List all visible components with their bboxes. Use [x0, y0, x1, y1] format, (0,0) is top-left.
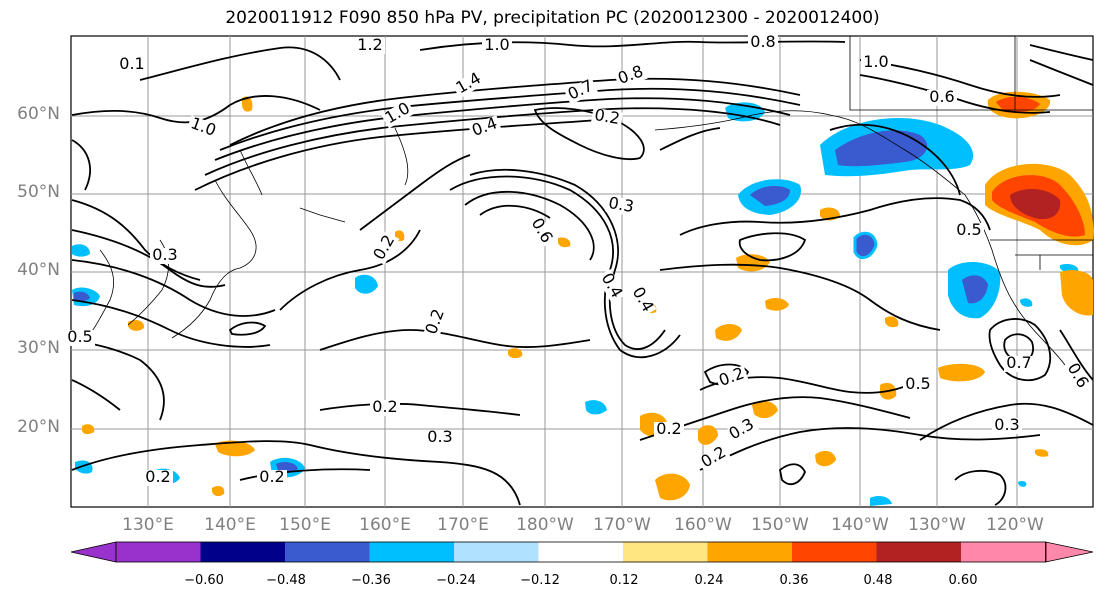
precip-negative-shading — [72, 102, 1079, 506]
contour-label: 0.3 — [152, 245, 177, 264]
contour-label: 0.2 — [656, 419, 681, 438]
colorbar-tick-label: −0.48 — [266, 573, 306, 588]
colorbar-segment — [285, 542, 371, 562]
contour-label-bg — [65, 330, 95, 346]
lon-label: 150°E — [279, 515, 331, 535]
colorbar-segment — [792, 542, 878, 562]
contour-label: 0.2 — [372, 397, 397, 416]
contour-label-bg — [604, 195, 638, 217]
contour-label-bg — [425, 430, 455, 446]
contour-label-bg — [186, 115, 220, 141]
contour-label-bg — [590, 107, 624, 129]
colorbar-tick-label: 0.12 — [609, 573, 639, 588]
contour-label-bg — [423, 305, 449, 339]
colorbar-segment — [623, 542, 709, 562]
contour-label: 1.2 — [357, 35, 382, 54]
contour-label-bg — [861, 55, 891, 71]
contour-label-bg — [927, 90, 957, 106]
lon-label: 170°W — [593, 515, 651, 535]
contour-label: 0.5 — [956, 220, 981, 239]
contour-label-bg — [143, 470, 173, 486]
colorbar-tick-label: 0.48 — [863, 573, 893, 588]
lon-label: 130°W — [908, 515, 966, 535]
lon-label: 160°W — [674, 515, 732, 535]
contour-label-bg — [954, 223, 984, 239]
contour-label-bg — [452, 69, 486, 99]
lon-label: 170°E — [437, 515, 489, 535]
contour-label: 0.8 — [750, 32, 775, 51]
lat-label: 50°N — [17, 182, 60, 202]
map-panel — [70, 35, 1094, 508]
colorbar-segment — [454, 542, 540, 562]
contour-label-bg — [614, 63, 648, 89]
contour-label: 0.5 — [67, 327, 92, 346]
contour-label-bg — [697, 443, 731, 473]
colorbar-segment — [538, 542, 624, 562]
lon-label: 140°E — [204, 515, 256, 535]
contour-label-bg — [992, 418, 1022, 434]
contour-label-bg — [370, 231, 400, 265]
contour-label: 0.3 — [994, 415, 1019, 434]
contour-label-bg — [596, 269, 626, 303]
contour-label: 0.7 — [1006, 353, 1031, 372]
lat-label: 20°N — [17, 417, 60, 437]
lat-label: 40°N — [17, 260, 60, 280]
lon-label: 140°W — [831, 515, 889, 535]
lon-label: 180°W — [516, 515, 574, 535]
contour-label-bg — [150, 248, 180, 264]
colorbar-tick-label: −0.24 — [436, 573, 476, 588]
colorbar-segment — [707, 542, 793, 562]
contour-label-bg — [748, 35, 778, 51]
contour-label-bg — [715, 365, 749, 391]
contour-label: 0.1 — [119, 54, 144, 73]
contour-label-bg — [381, 99, 415, 129]
colorbar-tick-label: −0.12 — [520, 573, 560, 588]
contour-label: 0.2 — [259, 467, 284, 486]
contour-label: 0.2 — [145, 467, 170, 486]
contour-label-bg — [654, 422, 684, 438]
colorbar-segment — [200, 542, 286, 562]
colorbar-segment — [116, 542, 202, 562]
contour-label: 0.3 — [427, 427, 452, 446]
contour-label-bg — [564, 77, 598, 105]
colorbar-tick-label: 0.24 — [694, 573, 724, 588]
contour-label: 0.6 — [929, 87, 954, 106]
precip-positive-shading — [82, 91, 1094, 501]
colorbar-segment — [876, 542, 962, 562]
map-title: 2020011912 F090 850 hPa PV, precipitatio… — [225, 8, 880, 28]
contour-label-bg — [117, 57, 147, 73]
contour-label-bg — [526, 214, 556, 248]
contour-label-bg — [370, 400, 400, 416]
contour-label-bg — [468, 115, 502, 141]
lon-label: 150°W — [751, 515, 809, 535]
colorbar-extend-min — [70, 541, 117, 563]
colorbar-tick-label: −0.60 — [184, 573, 224, 588]
contour-label-bg — [1062, 359, 1092, 393]
colorbar-tick-label: 0.36 — [779, 573, 809, 588]
contour-label: 0.3 — [607, 193, 635, 216]
colorbar-tick-label: 0.60 — [948, 573, 978, 588]
contour-label-bg — [482, 38, 512, 54]
lat-label: 60°N — [17, 104, 60, 124]
contour-label-bg — [1004, 356, 1034, 372]
colorbar-tick-label: −0.36 — [351, 573, 391, 588]
colorbar-segment — [961, 542, 1047, 562]
lon-label: 130°E — [122, 515, 174, 535]
lon-label: 120°W — [986, 515, 1044, 535]
contour-label-bg — [725, 415, 759, 445]
colorbar — [70, 541, 1094, 563]
contour-label: 0.2 — [593, 105, 621, 128]
contour-label-bg — [355, 38, 385, 54]
contour-label: 1.0 — [863, 52, 888, 71]
contour-label: 0.5 — [905, 374, 930, 393]
contour-label: 1.0 — [484, 35, 509, 54]
contour-label-bg — [627, 283, 657, 317]
lat-label: 30°N — [17, 338, 60, 358]
contour-label-bg — [903, 377, 933, 393]
contour-label-bg — [257, 470, 287, 486]
colorbar-segment — [369, 542, 455, 562]
colorbar-extend-max — [1045, 541, 1094, 563]
lon-label: 160°E — [359, 515, 411, 535]
